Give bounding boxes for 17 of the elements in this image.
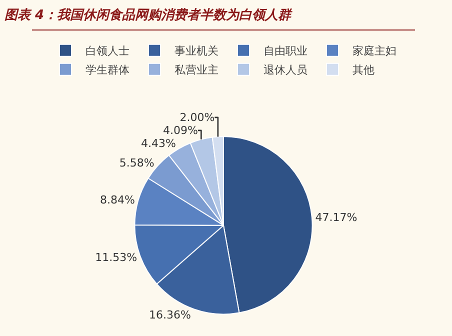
chart-title: 图表 4：我国休闲食品网购消费者半数为白领人群 (4, 7, 294, 24)
legend-label: 家庭主妇 (352, 44, 396, 58)
legend-label: 自由职业 (264, 44, 308, 58)
data-label: 8.84% (100, 194, 135, 207)
data-label: 2.00% (180, 110, 215, 124)
legend-label: 事业机关 (174, 44, 218, 58)
data-label: 16.36% (149, 308, 191, 322)
data-label: 4.43% (141, 136, 176, 150)
data-label: 5.58% (119, 156, 154, 170)
data-label: 4.09% (162, 124, 198, 137)
legend-label: 学生群体 (86, 64, 130, 77)
legend-label: 私营业主 (174, 64, 218, 77)
data-label: 11.53% (95, 250, 138, 264)
data-label: 47.17% (315, 210, 358, 224)
legend-label: 其他 (352, 64, 374, 77)
legend-label: 白领人士 (86, 44, 130, 58)
legend-label: 退休人员 (264, 64, 308, 77)
